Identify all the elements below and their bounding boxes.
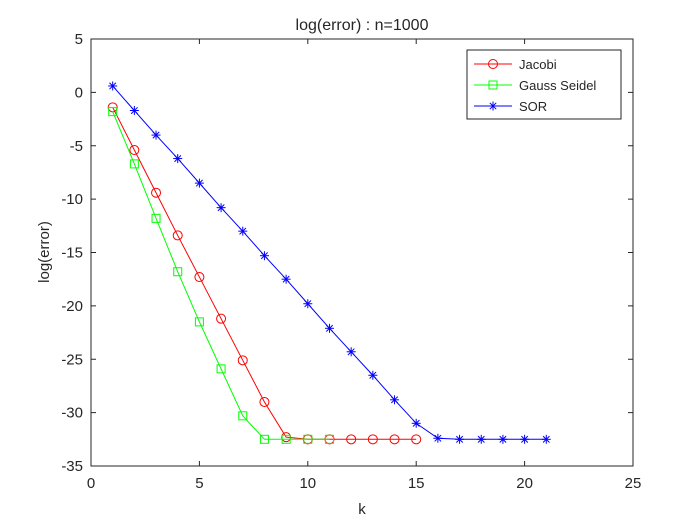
circle-marker [259,396,270,407]
square-marker [259,434,269,444]
x-axis-label: k [358,501,366,518]
x-tick-label: 5 [195,475,203,492]
asterisk-marker [520,434,530,444]
square-marker [216,364,226,374]
series-layer [107,81,551,445]
y-tick-label: -15 [61,245,83,262]
legend: Jacobi Gauss Seidel SOR [466,49,622,120]
series-line [112,111,330,440]
x-tick-label: 25 [625,475,642,492]
asterisk-marker [303,299,313,309]
asterisk-marker [433,433,443,443]
square-marker [488,80,498,90]
asterisk-marker [541,434,551,444]
square-marker [194,317,204,327]
circle-marker [216,313,227,324]
asterisk-marker [498,434,508,444]
y-tick-label: -30 [61,405,83,422]
y-tick-label: -10 [61,191,83,208]
legend-label: Gauss Seidel [519,78,596,93]
square-marker [238,411,248,421]
asterisk-marker [368,370,378,380]
legend-label: SOR [519,99,547,114]
asterisk-marker [238,226,248,236]
y-tick-label: 5 [75,31,83,48]
square-marker [108,107,118,117]
square-marker [151,213,161,223]
x-tick-label: 15 [408,475,425,492]
asterisk-marker [455,434,465,444]
chart-title: log(error) : n=1000 [296,17,429,34]
asterisk-marker [108,81,118,91]
y-tick-label: -35 [61,458,83,475]
circle-marker [194,272,205,283]
asterisk-marker [390,395,400,405]
series-sor [108,81,551,444]
legend-item: Gauss Seidel [474,78,596,93]
circle-marker [367,434,378,445]
square-marker [173,267,183,277]
square-marker [129,159,139,169]
x-tick-label: 20 [516,475,533,492]
legend-item: SOR [474,99,547,114]
x-tick-labels: 0 5 10 15 20 25 [87,475,642,492]
y-tick-label: -20 [61,298,83,315]
y-tick-labels: 5 0 -5 -10 -15 -20 -25 -30 -35 [61,31,83,475]
x-tick-label: 10 [299,475,316,492]
y-tick-label: 0 [75,84,83,101]
circle-marker [237,355,248,366]
legend-label: Jacobi [519,57,557,72]
square-marker [281,434,291,444]
series-gauss-seidel [108,107,334,444]
square-marker [303,434,313,444]
square-marker [324,434,334,444]
circle-marker [151,187,162,198]
x-tick-label: 0 [87,475,95,492]
asterisk-marker [216,203,226,213]
circle-marker [346,434,357,445]
asterisk-marker [259,251,269,261]
y-tick-label: -25 [61,351,83,368]
axes-frame [90,38,634,467]
circle-marker [488,59,498,69]
asterisk-marker [324,323,334,333]
asterisk-marker [173,154,183,164]
circle-marker [129,145,140,156]
asterisk-marker [476,434,486,444]
circle-marker [172,230,183,241]
y-axis-label: log(error) [36,221,53,283]
asterisk-marker [411,418,421,428]
asterisk-marker [194,178,204,188]
asterisk-marker [281,274,291,284]
series-line [112,107,417,440]
asterisk-marker [151,130,161,140]
asterisk-marker [129,106,139,116]
y-tick-label: -5 [70,138,83,155]
legend-item: Jacobi [474,57,557,72]
asterisk-marker [346,347,356,357]
circle-marker [411,434,422,445]
asterisk-marker [488,101,498,111]
circle-marker [389,434,400,445]
